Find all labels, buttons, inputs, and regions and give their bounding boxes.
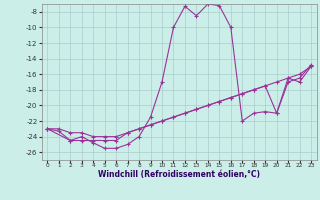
X-axis label: Windchill (Refroidissement éolien,°C): Windchill (Refroidissement éolien,°C) bbox=[98, 170, 260, 179]
